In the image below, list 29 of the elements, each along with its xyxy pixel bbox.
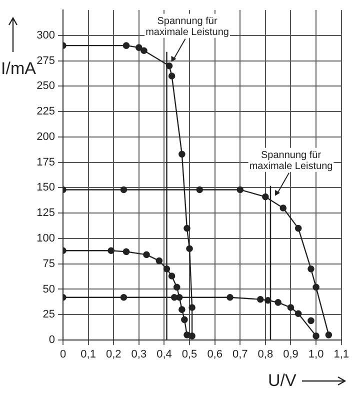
y-tick-label: 50: [42, 283, 55, 296]
x-tick-label: 0,3: [131, 348, 147, 361]
y-tick-label: 100: [36, 232, 55, 244]
x-tick-label: 0,7: [232, 348, 248, 361]
y-tick-label: 0: [48, 334, 55, 346]
annotation: Spannung für maximale Leistung: [249, 150, 333, 172]
x-tick-label: 0,5: [182, 348, 198, 361]
x-axis-title: U/V: [268, 371, 296, 391]
y-tick-label: 250: [36, 80, 55, 92]
x-tick-label: 1,1: [334, 348, 350, 361]
y-tick-label: 200: [36, 130, 55, 143]
x-tick-label: 0,9: [283, 348, 298, 361]
y-tick-label: 300: [36, 29, 55, 42]
x-tick-label: 0,4: [156, 348, 172, 361]
y-tick-label: 75: [42, 258, 55, 270]
y-tick-label: 275: [36, 54, 55, 67]
y-tick-label: 225: [36, 106, 55, 118]
x-tick-label: 0,1: [80, 348, 96, 361]
x-tick-label: 0,2: [106, 348, 122, 361]
y-tick-label: 25: [42, 308, 55, 321]
x-tick-label: 0,8: [258, 348, 274, 361]
y-tick-label: 150: [36, 182, 55, 194]
y-tick-label: 175: [36, 156, 55, 168]
x-tick-label: 1,0: [308, 348, 324, 361]
x-tick-label: 0: [60, 348, 66, 361]
annotation: Spannung für maximale Leistung: [146, 16, 229, 38]
y-axis-title: I/mA: [1, 59, 36, 79]
x-tick-label: 0,6: [207, 348, 222, 361]
y-tick-label: 125: [36, 207, 55, 220]
